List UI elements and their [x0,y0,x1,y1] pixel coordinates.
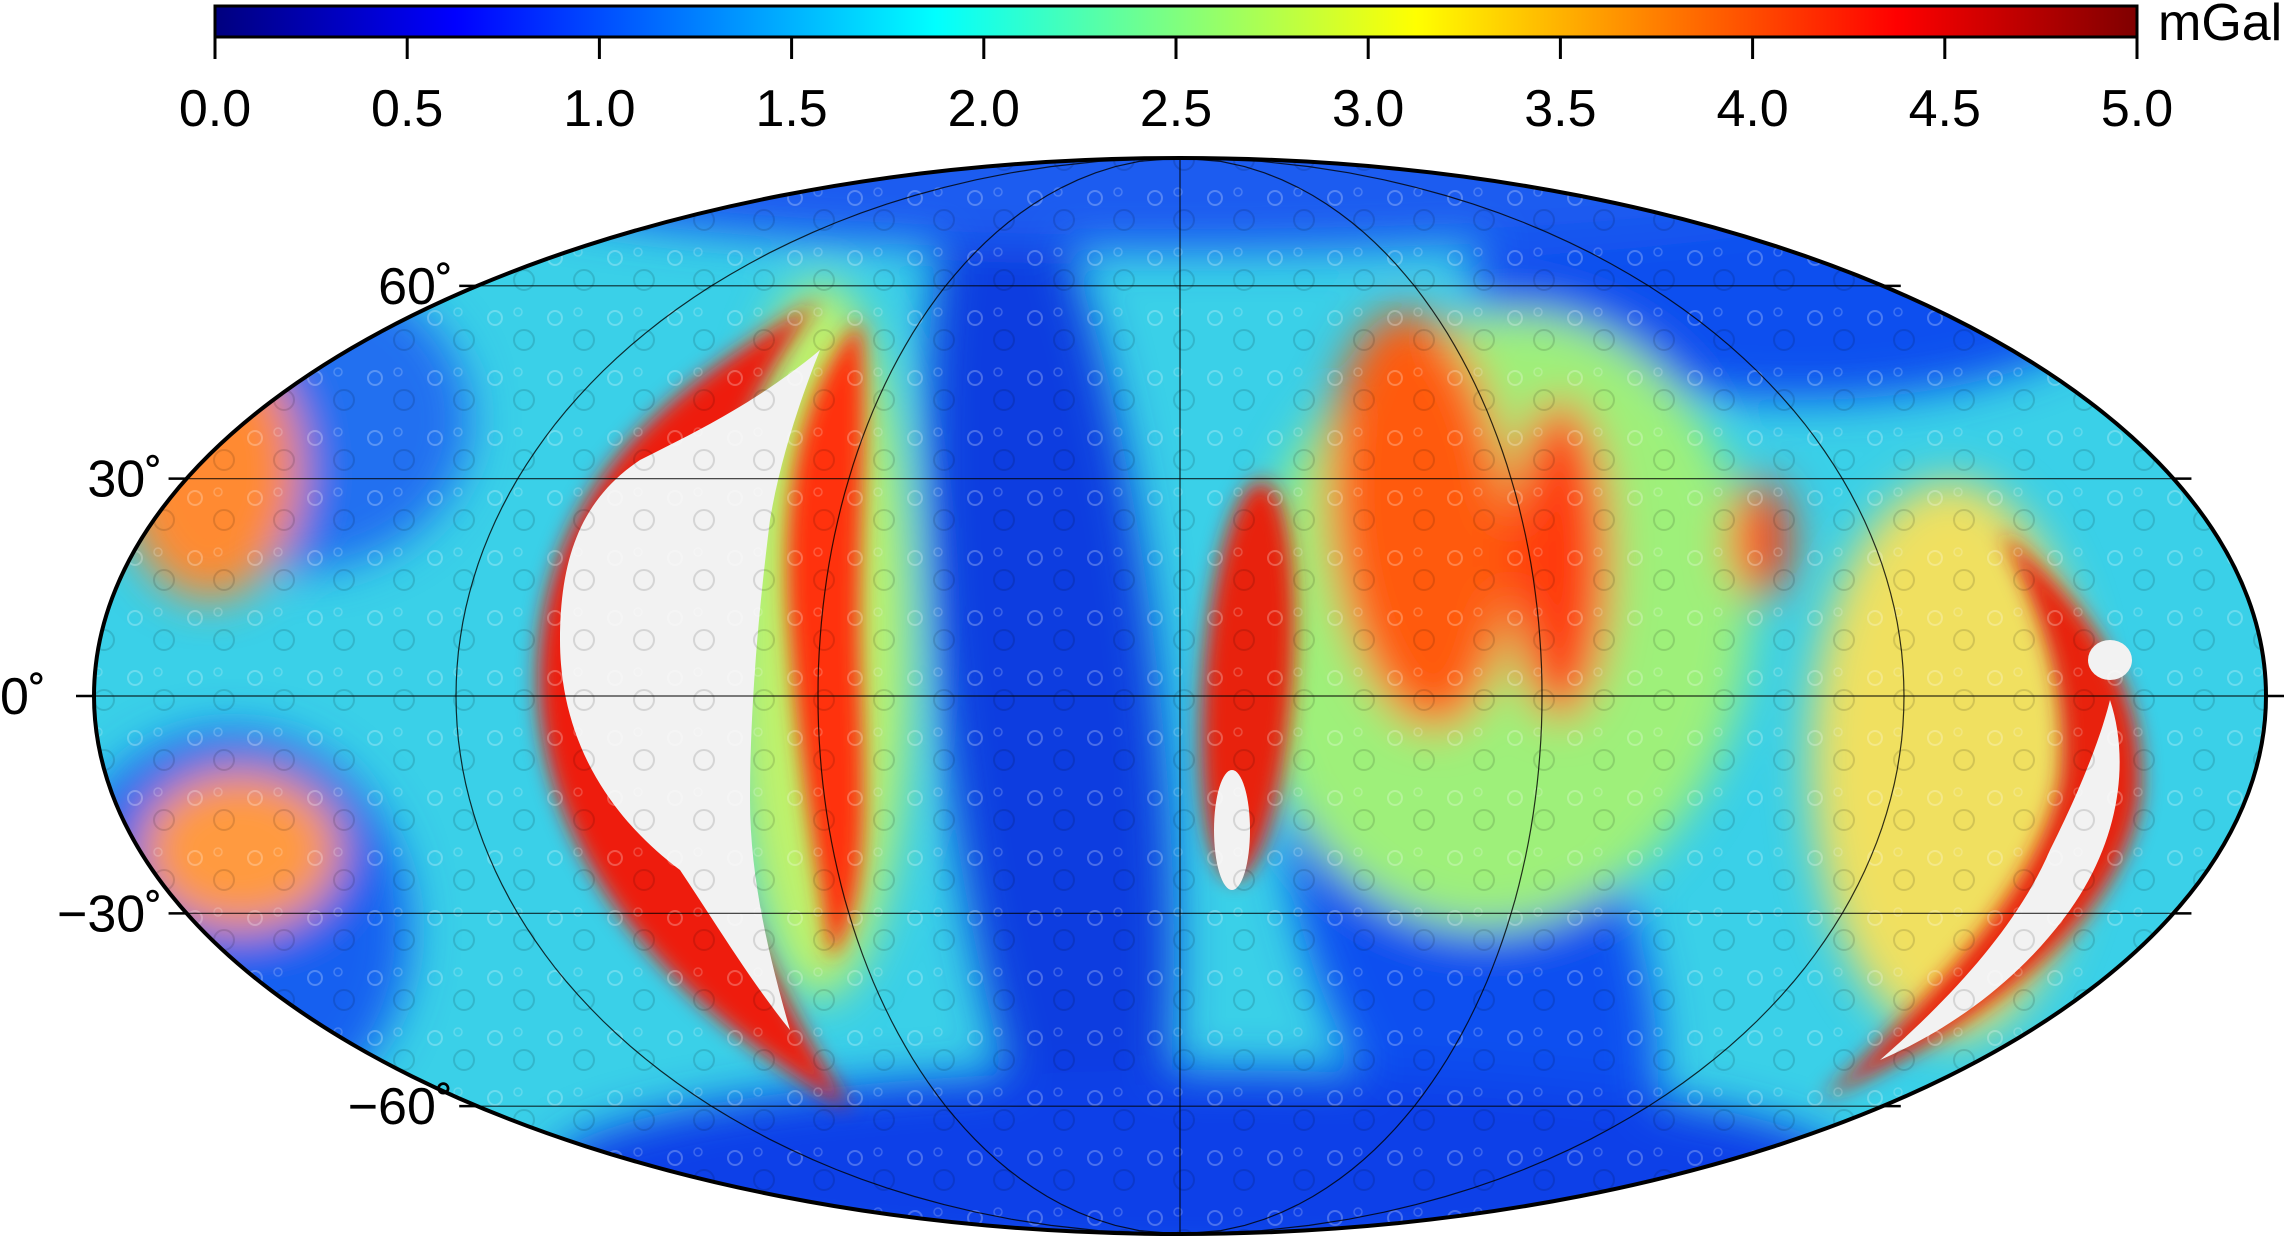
colorbar-tick-label: 4.0 [1716,80,1788,138]
colorbar-tick-label: 1.5 [755,80,827,138]
latitude-label: 30˚ [87,451,162,509]
colorbar-tick-label: 5.0 [2101,80,2173,138]
meridian-line [455,158,1181,1234]
colorbar-bar [213,4,2139,39]
colorbar-ticks: 0.0 0.5 1.0 1.5 2.0 2.5 3.0 3.5 4.0 4.5 5.0 [179,37,2173,138]
gravity-map: 60˚ 30˚ 0˚ −30˚ −60˚ [0,156,2284,1236]
meridian-line [817,158,1181,1234]
colorbar-tick-label: 0.5 [371,80,443,138]
colorbar-tick-label: 4.5 [1909,80,1981,138]
latitude-label: −60˚ [348,1078,454,1136]
latitude-label: −30˚ [57,885,163,943]
map-field [94,158,2266,1234]
latitude-labels: 60˚ 30˚ 0˚ −30˚ −60˚ [0,258,2284,1136]
latitude-label: 60˚ [378,258,453,316]
colorbar-tick-label: 1.0 [563,80,635,138]
colorbar-tick-label: 3.5 [1524,80,1596,138]
meridian-line [1179,158,1905,1234]
meridian-line [1179,158,1543,1234]
colorbar-tick-label: 2.5 [1140,80,1212,138]
colorbar-tick-label: 2.0 [948,80,1020,138]
colorbar-unit-label: mGal [2158,0,2282,52]
colorbar: 0.0 0.5 1.0 1.5 2.0 2.5 3.0 3.5 4.0 4.5 5.0 mGal [179,0,2282,138]
colorbar-tick-label: 3.0 [1332,80,1404,138]
graticule [94,158,2266,1234]
colorbar-tick-label: 0.0 [179,80,251,138]
latitude-label: 0˚ [0,668,46,726]
